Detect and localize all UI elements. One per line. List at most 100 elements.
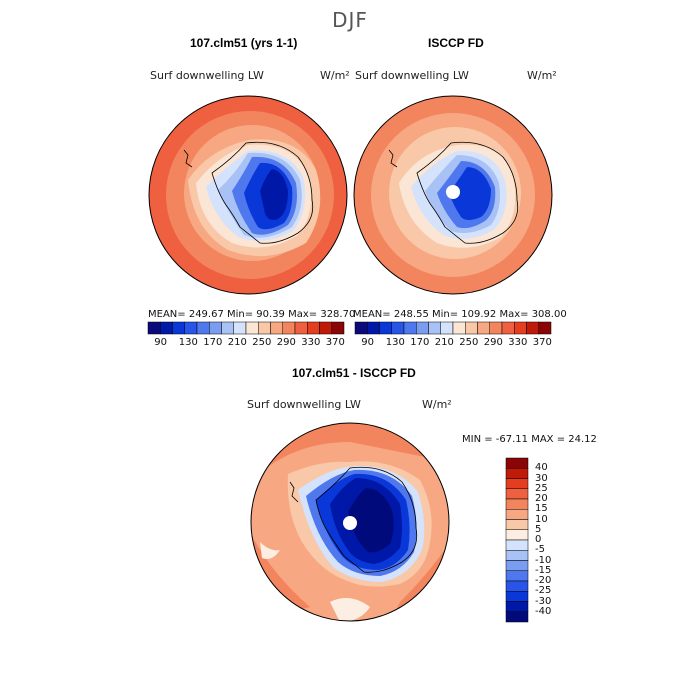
diff-panel-stats: MIN = -67.11 MAX = 24.12 [462,434,597,445]
colorbar-swatch [505,488,529,500]
colorbar-swatch [221,321,234,335]
diff-panel-units: W/m² [422,398,452,411]
colorbar-swatch [505,539,529,551]
colorbar-tick-label: 10 [535,513,548,525]
colorbar-swatch [354,321,368,335]
colorbar-tick-label: 90 [154,337,167,348]
colorbar-swatch [307,321,320,335]
colorbar-swatch [209,321,222,335]
colorbar-tick-label: 330 [508,337,528,348]
diff-colorbar [505,457,529,623]
colorbar-tick-label: 25 [535,482,548,494]
colorbar-tick-label: -30 [535,595,552,607]
colorbar-tick-label: 370 [532,337,552,348]
left-polar-map [148,95,348,295]
colorbar-tick-label: 20 [535,493,548,504]
colorbar-swatch [294,321,308,335]
colorbar-tick-label: 90 [361,337,374,348]
colorbar-tick-label: 210 [434,337,454,348]
colorbar-tick-label: -10 [535,554,552,566]
left-colorbar [147,321,345,335]
colorbar-tick-label: 0 [535,534,542,545]
colorbar-swatch [505,591,529,602]
colorbar-tick-label: -25 [535,585,552,597]
colorbar-tick-label: -40 [535,605,552,617]
colorbar-swatch [505,519,529,530]
colorbar-swatch [505,498,529,510]
colorbar-tick-label: 250 [459,337,479,348]
colorbar-swatch [465,321,478,335]
diff-polar-map [250,422,450,622]
left-colorbar-ticks: 90 130 170 210 250 290 330 370 [148,337,345,351]
left-panel-stats: MEAN= 249.67 Min= 90.39 Max= 328.70 [148,309,356,320]
colorbar-swatch [160,321,173,335]
colorbar-swatch [501,321,515,335]
colorbar-swatch [477,321,490,335]
right-panel-heading: ISCCP FD [428,36,484,50]
colorbar-swatch [403,321,417,335]
colorbar-swatch [331,321,345,335]
colorbar-swatch [367,321,380,335]
colorbar-swatch [505,478,529,489]
right-panel-units: W/m² [527,69,557,82]
figure-title: DJF [332,8,368,32]
left-panel-variable: Surf downwelling LW [150,69,264,82]
colorbar-swatch [514,321,527,335]
colorbar-swatch [505,580,529,592]
colorbar-swatch [505,611,529,623]
colorbar-swatch [452,321,466,335]
colorbar-tick-label: 5 [535,523,542,535]
colorbar-tick-label: 330 [301,337,321,348]
colorbar-swatch [428,321,441,335]
colorbar-tick-label: -20 [535,575,552,586]
colorbar-swatch [505,509,529,520]
colorbar-tick-label: 250 [252,337,272,348]
colorbar-swatch [233,321,247,335]
diff-colorbar-ticks: 40 30 25 20 15 10 5 0 -5 -10 -15 -20 -25 -30 -40 [533,458,573,622]
colorbar-swatch [270,321,283,335]
diff-panel-variable: Surf downwelling LW [247,398,361,411]
colorbar-swatch [258,321,271,335]
right-colorbar [354,321,552,335]
colorbar-tick-label: 170 [203,337,223,348]
colorbar-swatch [282,321,296,335]
colorbar-swatch [538,321,552,335]
colorbar-swatch [172,321,185,335]
colorbar-swatch [505,550,529,561]
colorbar-swatch [319,321,332,335]
colorbar-tick-label: 15 [535,503,548,515]
colorbar-swatch [526,321,539,335]
colorbar-swatch [184,321,198,335]
colorbar-tick-label: 210 [227,337,247,348]
colorbar-tick-label: 130 [385,337,405,348]
colorbar-swatch [391,321,405,335]
colorbar-tick-label: 370 [325,337,345,348]
colorbar-swatch [489,321,503,335]
colorbar-swatch [245,321,259,335]
right-panel-variable: Surf downwelling LW [355,69,469,82]
colorbar-tick-label: 290 [276,337,296,348]
colorbar-tick-label: -15 [535,564,552,576]
diff-panel-heading: 107.clm51 - ISCCP FD [292,366,416,380]
colorbar-tick-label: 290 [483,337,503,348]
colorbar-tick-label: -5 [535,544,545,556]
colorbar-swatch [440,321,454,335]
colorbar-swatch [505,468,529,479]
right-colorbar-ticks: 90 130 170 210 250 290 330 370 [355,337,552,351]
colorbar-swatch [505,560,529,571]
colorbar-swatch [505,529,529,541]
colorbar-swatch [147,321,161,335]
colorbar-swatch [379,321,392,335]
colorbar-tick-label: 170 [410,337,430,348]
colorbar-tick-label: 130 [178,337,198,348]
colorbar-tick-label: 30 [535,472,548,484]
colorbar-swatch [505,570,529,582]
left-panel-heading: 107.clm51 (yrs 1-1) [190,36,298,50]
left-panel-units: W/m² [320,69,350,82]
right-panel-stats: MEAN= 248.55 Min= 109.92 Max= 308.00 [353,309,567,320]
right-polar-map [353,95,553,295]
colorbar-swatch [505,457,529,469]
colorbar-swatch [505,601,529,612]
colorbar-swatch [196,321,210,335]
colorbar-swatch [416,321,429,335]
